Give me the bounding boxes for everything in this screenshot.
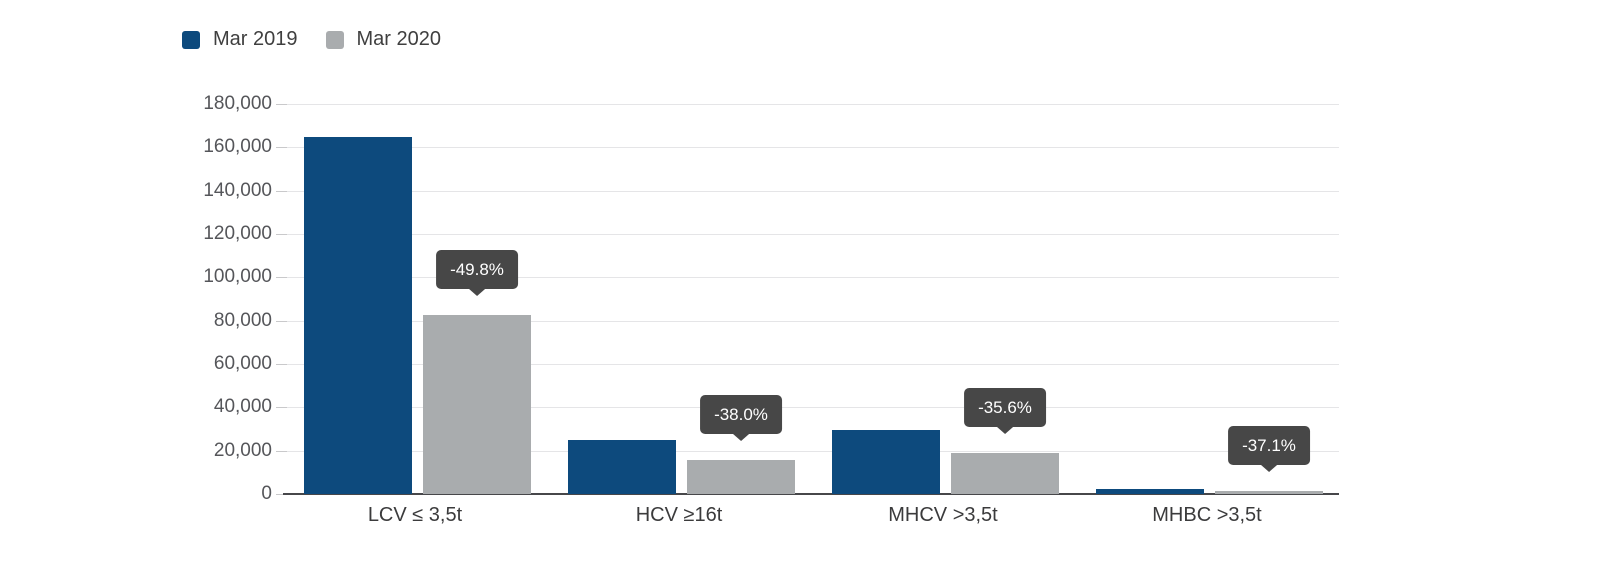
y-tick-mark (276, 320, 287, 322)
change-callout-hcv-16t: -38.0% (700, 395, 782, 435)
change-callout-mhcv-3-5t: -35.6% (964, 387, 1046, 427)
y-tick-mark (276, 450, 287, 452)
x-axis-label-mhcv-3-5t: MHCV >3,5t (888, 504, 998, 526)
change-callout-lcv-3-5t: -49.8% (436, 249, 518, 289)
legend-swatch-mar-2020-icon (325, 30, 344, 49)
gridline-80000 (283, 320, 1339, 322)
x-axis-line (283, 493, 1339, 495)
y-tick-mark (276, 190, 287, 192)
bar-mar-2020-lcv-3-5t[interactable] (423, 314, 531, 494)
y-axis-tick-label: 180,000 (203, 93, 272, 114)
y-tick-mark (276, 277, 287, 279)
y-tick-mark (276, 147, 287, 149)
legend-label-mar-2020: Mar 2020 (356, 28, 442, 50)
gridline-160000 (283, 147, 1339, 149)
legend-item-mar-2020[interactable]: Mar 2020 (325, 28, 442, 51)
y-axis-tick-label: 60,000 (213, 353, 272, 374)
legend-item-mar-2019[interactable]: Mar 2019 (182, 28, 298, 51)
bar-mar-2020-mhbc-3-5t[interactable] (1215, 490, 1323, 494)
change-callout-mhbc-3-5t: -37.1% (1228, 425, 1310, 465)
gridline-60000 (283, 364, 1339, 365)
gridline-140000 (283, 190, 1339, 192)
y-axis-tick-label: 140,000 (203, 179, 272, 201)
x-axis-label-hcv-16t: HCV ≥16t (635, 504, 723, 526)
x-axis-label-lcv-3-5t: LCV ≤ 3,5t (367, 504, 463, 526)
y-tick-mark (276, 407, 287, 409)
gridline-120000 (283, 234, 1339, 235)
y-tick-mark (276, 104, 287, 105)
gridline-20000 (283, 450, 1339, 452)
bar-mar-2019-lcv-3-5t[interactable] (304, 136, 412, 494)
gridline-180000 (283, 104, 1339, 105)
bar-mar-2020-hcv-16t[interactable] (687, 460, 795, 494)
y-tick-mark (276, 234, 287, 235)
plot-area: -49.8% -38.0% -35.6% -37.1% (276, 104, 1339, 495)
gridline-40000 (283, 407, 1339, 409)
y-axis-tick-label: 100,000 (203, 266, 272, 288)
bar-mar-2019-mhbc-3-5t[interactable] (1096, 488, 1204, 494)
y-axis-tick-label: 120,000 (203, 223, 272, 244)
x-axis-label-mhbc-3-5t: MHBC >3,5t (1152, 504, 1262, 526)
bar-mar-2019-hcv-16t[interactable] (568, 439, 676, 494)
y-tick-mark (276, 494, 287, 495)
bar-mar-2019-mhcv-3-5t[interactable] (832, 430, 940, 494)
gridline-100000 (283, 277, 1339, 279)
legend-label-mar-2019: Mar 2019 (213, 28, 298, 50)
chart-legend: Mar 2019 Mar 2020 (182, 28, 441, 51)
y-axis-tick-label: 160,000 (203, 136, 272, 158)
bar-mar-2020-mhcv-3-5t[interactable] (951, 452, 1059, 494)
legend-swatch-mar-2019-icon (182, 30, 200, 49)
y-axis-tick-label: 80,000 (213, 309, 272, 331)
y-axis-tick-label: 20,000 (213, 439, 272, 461)
y-tick-mark (276, 364, 287, 365)
y-axis-tick-label: 0 (261, 483, 272, 504)
y-axis-tick-label: 40,000 (213, 396, 272, 418)
